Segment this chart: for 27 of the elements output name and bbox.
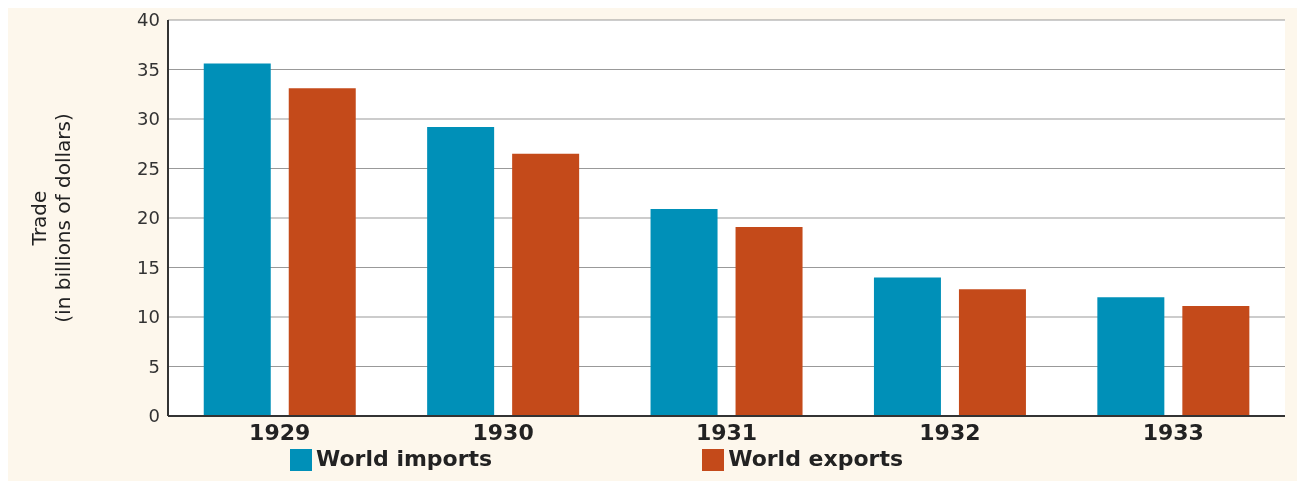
bar [203, 63, 271, 416]
y-tick-label: 25 [137, 157, 160, 179]
bar [427, 126, 495, 416]
x-tick-label: 1930 [472, 419, 534, 445]
x-tick-label: 1933 [1142, 419, 1204, 445]
bar [650, 209, 718, 416]
bar [288, 88, 356, 416]
y-tick-label: 40 [137, 9, 160, 31]
legend-label: World exports [728, 446, 904, 471]
legend-label: World imports [315, 446, 493, 471]
y-tick-label: 20 [137, 207, 160, 229]
bar [1097, 297, 1165, 416]
y-tick-label: 35 [137, 58, 160, 80]
bar [512, 153, 580, 416]
y-tick-label: 0 [148, 405, 160, 427]
y-tick-label: 5 [148, 355, 160, 377]
y-tick-label: 15 [137, 256, 160, 278]
y-tick-label: 30 [137, 108, 160, 130]
x-tick-label: 1929 [249, 419, 311, 445]
bar [1182, 306, 1250, 416]
x-tick-label: 1932 [919, 419, 981, 445]
x-tick-label: 1931 [695, 419, 758, 445]
bar [735, 226, 803, 416]
bar [873, 277, 941, 416]
bar [958, 289, 1026, 416]
y-tick-label: 10 [137, 306, 160, 328]
y-axis-title: Trade (in billions of dollars) [27, 113, 75, 323]
